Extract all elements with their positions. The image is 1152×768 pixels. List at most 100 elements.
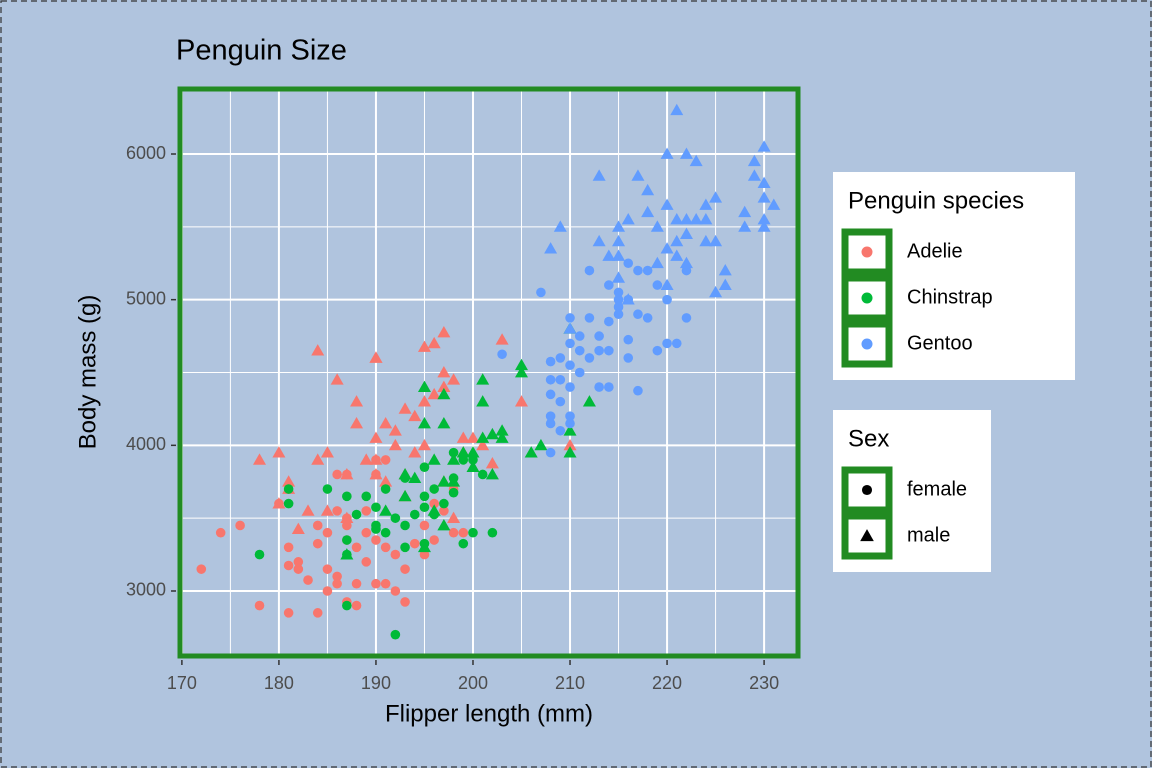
point (417, 540, 431, 553)
point (642, 265, 653, 276)
point (332, 571, 342, 582)
point (427, 453, 441, 465)
point (429, 535, 439, 545)
point (623, 334, 634, 345)
point (476, 438, 490, 451)
point (621, 293, 635, 305)
point (398, 467, 412, 480)
point (565, 360, 575, 371)
point (681, 265, 692, 276)
point (369, 431, 383, 443)
point (660, 147, 674, 159)
point (594, 382, 604, 392)
point (437, 416, 451, 429)
point (565, 411, 575, 421)
point (379, 504, 393, 516)
point (312, 520, 323, 531)
point (447, 475, 461, 487)
point (545, 356, 556, 367)
point (613, 294, 624, 305)
point (272, 497, 286, 509)
point (371, 502, 381, 513)
point (699, 234, 713, 247)
point (456, 446, 470, 458)
point (660, 242, 674, 254)
point (650, 220, 664, 232)
point (437, 325, 451, 338)
point (340, 548, 354, 560)
point (447, 453, 461, 465)
point (662, 294, 672, 305)
point (545, 418, 556, 429)
point (555, 396, 566, 407)
point (641, 183, 655, 196)
point (439, 498, 449, 509)
point (563, 322, 577, 334)
point (427, 504, 441, 516)
y-tick-label: 4000 (126, 434, 166, 454)
point (417, 380, 431, 392)
point (350, 416, 364, 429)
point (322, 586, 333, 596)
legend-key (841, 228, 893, 276)
point (681, 313, 692, 323)
legend-symbol (861, 292, 873, 304)
point (400, 564, 410, 574)
point (679, 147, 693, 159)
point (565, 418, 575, 429)
point (545, 411, 556, 421)
point (670, 213, 684, 225)
point (408, 446, 422, 458)
point (254, 549, 265, 560)
point (709, 234, 723, 247)
point (312, 608, 323, 618)
point (320, 446, 334, 458)
point (437, 518, 451, 531)
point (311, 344, 325, 356)
point (612, 234, 626, 247)
point (361, 527, 372, 538)
point (369, 453, 383, 465)
point (544, 242, 558, 254)
grid (178, 87, 800, 658)
point (379, 475, 393, 487)
point (660, 278, 674, 290)
point (584, 265, 595, 276)
point (633, 265, 643, 276)
point (767, 198, 781, 210)
point (476, 373, 490, 385)
point (409, 509, 420, 520)
point (679, 256, 693, 269)
legend: Penguin species Adelie Chinstrap Gentoo Sex f… (833, 172, 1075, 572)
point (359, 453, 373, 465)
point (699, 213, 713, 225)
point (448, 487, 459, 498)
point (380, 455, 391, 465)
point (419, 502, 430, 513)
point (553, 220, 567, 232)
point (312, 538, 323, 549)
point (592, 234, 606, 247)
point (417, 438, 431, 451)
point (662, 338, 672, 349)
point (291, 522, 305, 534)
point (670, 249, 684, 261)
point (322, 527, 333, 538)
legend-title: Sex (848, 425, 889, 452)
point (283, 608, 294, 618)
point (439, 506, 449, 516)
point (860, 529, 874, 542)
point (419, 462, 430, 472)
point (536, 287, 546, 298)
point (545, 374, 556, 385)
point (417, 395, 431, 407)
point (524, 446, 538, 458)
point (476, 395, 490, 407)
legend-label: Adelie (907, 240, 963, 262)
point (283, 498, 294, 509)
point (670, 234, 684, 247)
point (380, 484, 391, 494)
point (369, 351, 383, 363)
point (621, 213, 635, 225)
point (429, 498, 439, 509)
